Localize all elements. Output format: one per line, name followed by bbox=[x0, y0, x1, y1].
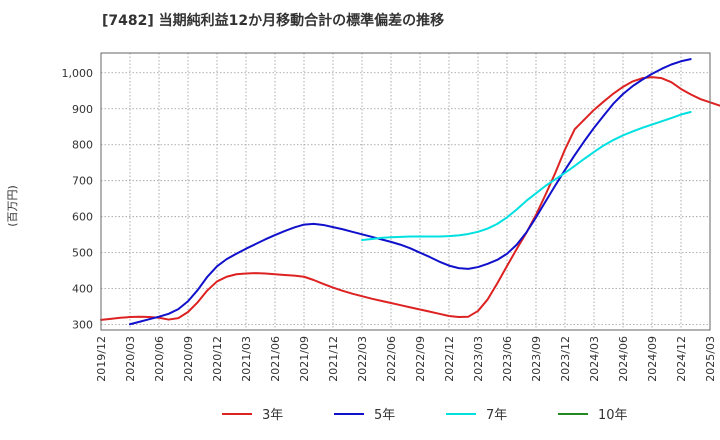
legend-label: 3年 bbox=[262, 408, 283, 423]
y-axis: 300 400 500 600 700 800 900 1,000 bbox=[62, 67, 94, 332]
x-tick-label: 2023/12 bbox=[559, 336, 572, 382]
series-line-1 bbox=[100, 76, 720, 321]
y-tick-label: 900 bbox=[72, 103, 93, 116]
x-tick-label: 2020/12 bbox=[211, 336, 224, 382]
x-tick-label: 2021/06 bbox=[269, 336, 282, 382]
plot-frame bbox=[100, 52, 711, 331]
series-line-2 bbox=[129, 58, 692, 326]
y-tick-label: 500 bbox=[72, 247, 93, 260]
x-tick-label: 2024/09 bbox=[646, 336, 659, 382]
x-tick-label: 2020/06 bbox=[153, 336, 166, 382]
x-tick-label: 2023/06 bbox=[501, 336, 514, 382]
x-tick-label: 2023/09 bbox=[530, 336, 543, 382]
y-tick-label: 800 bbox=[72, 139, 93, 152]
x-tick-label: 2022/06 bbox=[385, 336, 398, 382]
x-tick-label: 2025/03 bbox=[704, 336, 717, 382]
grid-lines bbox=[101, 53, 710, 330]
x-tick-label: 2022/09 bbox=[414, 336, 427, 382]
x-tick-label: 2020/03 bbox=[124, 336, 137, 382]
chart-title: [7482] 当期純利益12か月移動合計の標準偏差の推移 bbox=[102, 13, 445, 29]
x-tick-label: 2021/09 bbox=[298, 336, 311, 382]
x-tick-label: 2022/03 bbox=[356, 336, 369, 382]
x-tick-label: 2020/09 bbox=[182, 336, 195, 382]
y-axis-label: (百万円) bbox=[6, 185, 19, 227]
legend-label: 7年 bbox=[486, 408, 507, 423]
x-tick-label: 2019/12 bbox=[95, 336, 108, 382]
y-tick-label: 1,000 bbox=[62, 67, 94, 80]
legend: 3年 5年 7年 10年 bbox=[222, 408, 628, 423]
y-tick-label: 400 bbox=[72, 283, 93, 296]
x-tick-label: 2024/03 bbox=[588, 336, 601, 382]
series-lines bbox=[100, 58, 720, 326]
y-tick-label: 700 bbox=[72, 175, 93, 188]
x-tick-label: 2021/12 bbox=[327, 336, 340, 382]
y-tick-label: 300 bbox=[72, 319, 93, 332]
legend-label: 5年 bbox=[374, 408, 395, 423]
x-tick-label: 2024/06 bbox=[617, 336, 630, 382]
legend-label: 10年 bbox=[598, 408, 628, 423]
x-tick-label: 2022/12 bbox=[443, 336, 456, 382]
series-line-3 bbox=[361, 111, 692, 242]
x-tick-label: 2024/12 bbox=[675, 336, 688, 382]
x-tick-label: 2021/03 bbox=[240, 336, 253, 382]
x-tick-label: 2023/03 bbox=[472, 336, 485, 382]
y-tick-label: 600 bbox=[72, 211, 93, 224]
x-axis: 2019/12 2020/03 2020/06 2020/09 2020/12 2021/… bbox=[95, 336, 717, 382]
